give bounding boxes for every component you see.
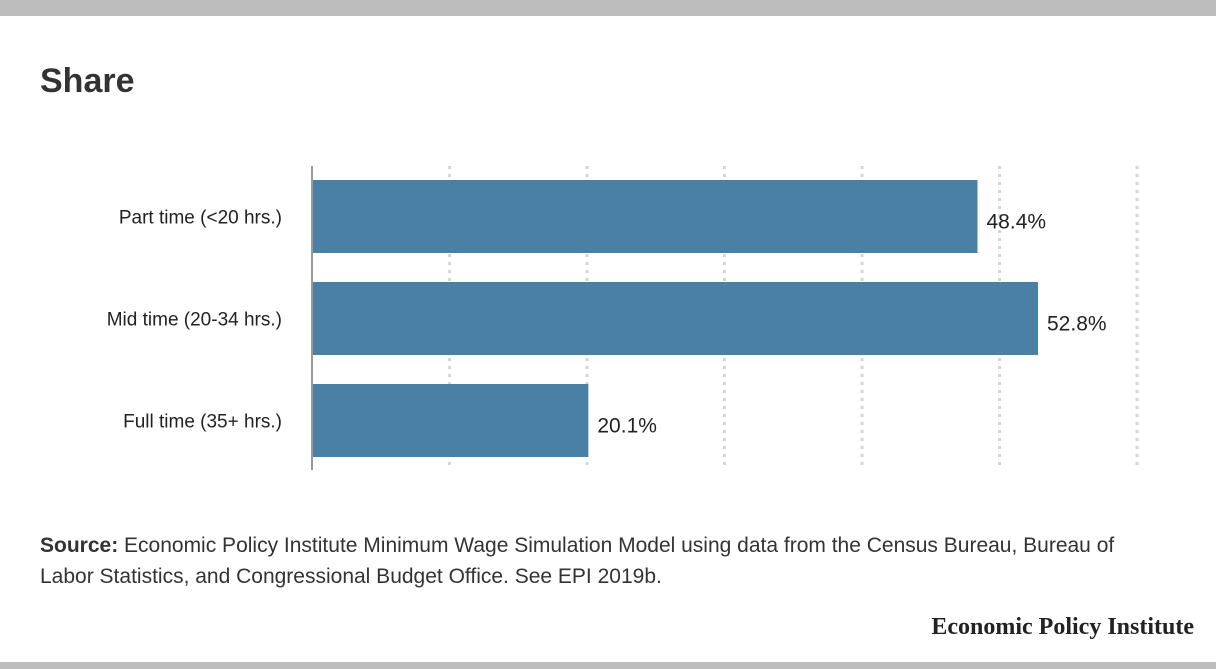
source-note: Source: Economic Policy Institute Minimu… (40, 530, 1160, 592)
top-border (0, 0, 1216, 16)
source-text: Economic Policy Institute Minimum Wage S… (40, 534, 1115, 588)
value-label: 20.1% (597, 415, 657, 438)
chart-title: Share (40, 62, 135, 100)
source-label: Source: (40, 534, 119, 557)
epi-logo: Economic Policy Institute (931, 614, 1194, 640)
bar (312, 180, 978, 253)
bar (312, 282, 1038, 355)
value-label: 48.4% (987, 211, 1047, 234)
bar (312, 384, 589, 457)
category-label: Full time (35+ hrs.) (123, 412, 282, 433)
value-label: 52.8% (1047, 313, 1107, 336)
category-label: Mid time (20-34 hrs.) (107, 310, 282, 331)
category-label: Part time (<20 hrs.) (119, 208, 282, 229)
bar-chart: Part time (<20 hrs.) 48.4% Mid time (20-34… (107, 166, 1139, 470)
bottom-border (0, 662, 1216, 669)
